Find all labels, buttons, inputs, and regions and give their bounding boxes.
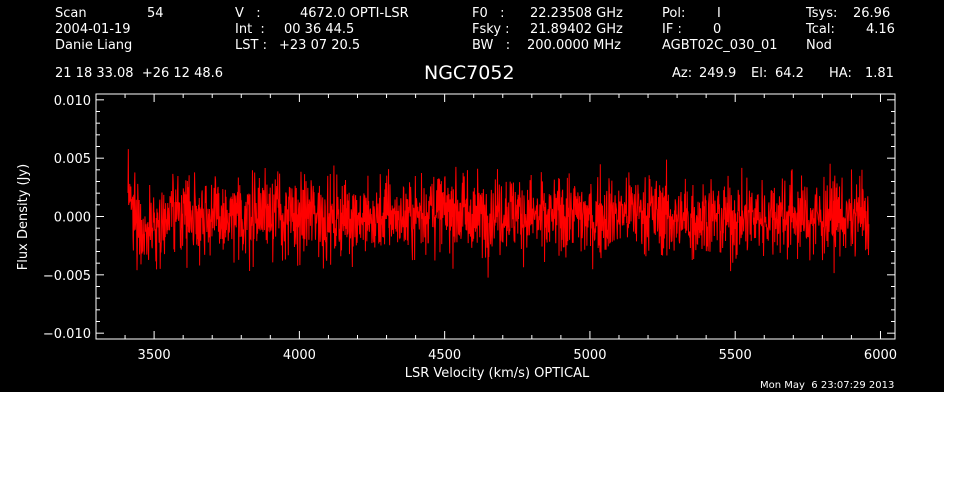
polarization-label: Pol: bbox=[662, 6, 686, 21]
y-tick-label: 0.000 bbox=[54, 211, 91, 226]
project-id: AGBT02C_030_01 bbox=[662, 38, 778, 53]
x-tick-label: 3500 bbox=[138, 348, 171, 363]
integration-value: 00 36 44.5 bbox=[284, 22, 355, 37]
tcal-value: 4.16 bbox=[866, 22, 895, 37]
x-tick-label: 4500 bbox=[428, 348, 461, 363]
f0-label: F0 : bbox=[472, 6, 505, 21]
lst-value: +23 07 20.5 bbox=[279, 38, 361, 53]
spectrum-plot: 3500 4000 4500 5000 5500 6000 −0.010 −0.005 0.00… bbox=[16, 93, 897, 381]
plot-panel: Scan 54 2004-01-19 Danie Liang V : 4672.… bbox=[0, 0, 944, 392]
x-tick-label: 4000 bbox=[283, 348, 316, 363]
y-tick-label: −0.005 bbox=[43, 269, 91, 284]
lst-label: LST : bbox=[235, 38, 267, 53]
fsky-value: 21.89402 GHz bbox=[530, 22, 623, 37]
x-axis-label: LSR Velocity (km/s) OPTICAL bbox=[405, 366, 590, 381]
elevation-label: El: bbox=[751, 66, 768, 81]
y-tick-label: 0.010 bbox=[54, 94, 91, 109]
velocity-label: V : bbox=[235, 6, 261, 21]
tcal-label: Tcal: bbox=[806, 22, 835, 37]
x-tick-label: 6000 bbox=[864, 348, 897, 363]
x-tick-label: 5500 bbox=[719, 348, 752, 363]
elevation-value: 64.2 bbox=[775, 66, 804, 81]
spectrum-line bbox=[127, 149, 870, 278]
x-tick-label: 5000 bbox=[573, 348, 606, 363]
hour-angle-value: 1.81 bbox=[865, 66, 894, 81]
azimuth-value: 249.9 bbox=[699, 66, 737, 81]
y-tick-label: 0.005 bbox=[54, 152, 91, 167]
tsys-value: 26.96 bbox=[853, 6, 891, 21]
spectrum-layer bbox=[127, 149, 870, 278]
scan-number: 54 bbox=[147, 6, 164, 21]
bandwidth-value: 200.0000 MHz bbox=[527, 38, 621, 53]
fsky-label: Fsky : bbox=[472, 22, 510, 37]
f0-value: 22.23508 GHz bbox=[530, 6, 623, 21]
if-value: 0 bbox=[713, 22, 722, 37]
axes-layer: 3500 4000 4500 5000 5500 6000 −0.010 −0.005 0.00… bbox=[43, 93, 897, 363]
hour-angle-label: HA: bbox=[829, 66, 852, 81]
polarization-value: I bbox=[717, 6, 721, 21]
observation-date: 2004-01-19 bbox=[55, 22, 131, 37]
observer-name: Danie Liang bbox=[55, 38, 133, 53]
plot-timestamp: Mon May 6 23:07:29 2013 bbox=[760, 380, 895, 391]
azimuth-label: Az: bbox=[672, 66, 693, 81]
chart-title: NGC7052 bbox=[424, 62, 515, 84]
y-tick-label: −0.010 bbox=[43, 327, 91, 342]
if-label: IF : bbox=[662, 22, 682, 37]
y-axis-label: Flux Density (Jy) bbox=[16, 164, 31, 270]
bandwidth-label: BW : bbox=[472, 38, 511, 53]
velocity-value: 4672.0 OPTI-LSR bbox=[300, 6, 409, 21]
integration-label: Int : bbox=[235, 22, 265, 37]
switching-mode: Nod bbox=[806, 38, 832, 53]
tsys-label: Tsys: bbox=[806, 6, 838, 21]
source-coordinates: 21 18 33.08 +26 12 48.6 bbox=[55, 66, 224, 81]
scan-label: Scan bbox=[55, 6, 87, 21]
